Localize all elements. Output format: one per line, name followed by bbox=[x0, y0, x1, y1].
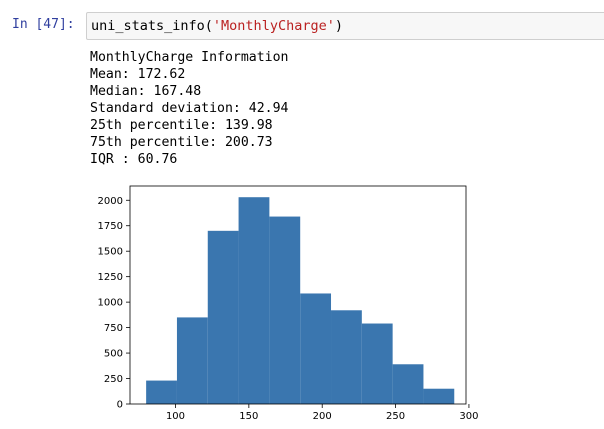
histogram-bars bbox=[146, 197, 455, 404]
y-tick-label: 250 bbox=[104, 374, 123, 385]
output-line-median: Median: 167.48 bbox=[90, 84, 202, 99]
y-axis: 0 250 500 750 1000 1250 1500 1750 2000 bbox=[98, 196, 130, 411]
y-tick-label: 500 bbox=[104, 349, 123, 360]
histogram-bar bbox=[269, 216, 301, 404]
code-close-paren: ) bbox=[334, 18, 343, 34]
y-tick-label: 750 bbox=[104, 323, 123, 334]
output-line-title: MonthlyCharge Information bbox=[90, 50, 289, 65]
cell-output: MonthlyCharge Information Mean: 172.62 M… bbox=[90, 49, 289, 168]
output-line-mean: Mean: 172.62 bbox=[90, 67, 186, 82]
histogram-bar bbox=[238, 197, 270, 404]
plot-frame bbox=[129, 185, 467, 405]
x-tick-label: 100 bbox=[166, 411, 185, 422]
histogram-bar bbox=[361, 323, 393, 404]
y-tick-label: 1750 bbox=[98, 221, 123, 232]
output-line-std: Standard deviation: 42.94 bbox=[90, 101, 289, 116]
output-line-p25: 25th percentile: 139.98 bbox=[90, 118, 273, 133]
x-tick-label: 300 bbox=[459, 411, 478, 422]
code-line[interactable]: uni_stats_info('MonthlyCharge') bbox=[91, 18, 343, 34]
histogram-bar bbox=[423, 388, 455, 404]
cell-prompt: In [47]: bbox=[12, 17, 75, 32]
code-input-cell[interactable]: uni_stats_info('MonthlyCharge') bbox=[86, 12, 604, 40]
x-tick-label: 250 bbox=[386, 411, 405, 422]
output-line-iqr: IQR : 60.76 bbox=[90, 152, 178, 167]
histogram-bar bbox=[176, 317, 208, 404]
code-function: uni_stats_info( bbox=[91, 18, 213, 34]
histogram-bar bbox=[331, 310, 362, 404]
y-tick-label: 0 bbox=[117, 400, 123, 411]
y-tick-label: 1000 bbox=[98, 298, 123, 309]
output-line-p75: 75th percentile: 200.73 bbox=[90, 135, 273, 150]
histogram-bar bbox=[300, 293, 332, 404]
histogram-bar bbox=[392, 364, 424, 404]
y-tick-label: 2000 bbox=[98, 196, 123, 207]
x-tick-label: 200 bbox=[313, 411, 332, 422]
y-tick-label: 1250 bbox=[98, 272, 123, 283]
histogram-bar bbox=[207, 230, 239, 404]
histogram-bar bbox=[146, 380, 177, 404]
x-axis: 100 150 200 250 300 bbox=[166, 404, 478, 422]
y-tick-label: 1500 bbox=[98, 247, 123, 258]
x-tick-label: 150 bbox=[239, 411, 258, 422]
code-string-arg: 'MonthlyCharge' bbox=[212, 18, 335, 34]
